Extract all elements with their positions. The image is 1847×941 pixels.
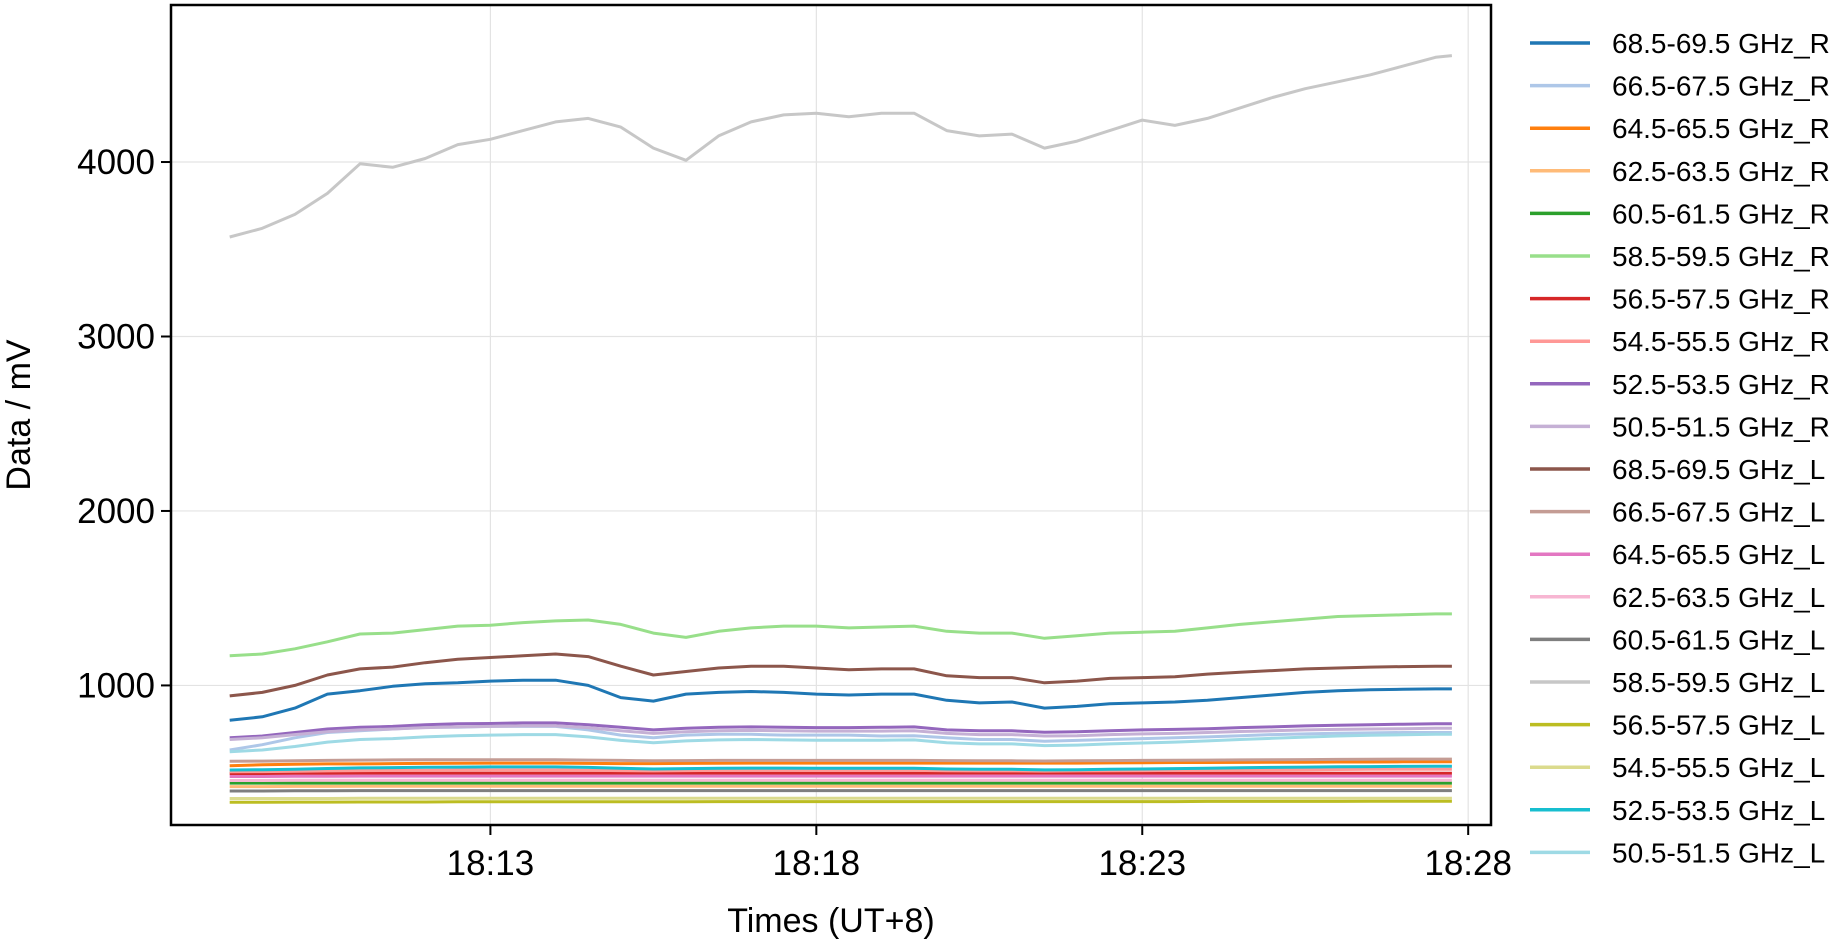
series-line bbox=[229, 721, 1452, 740]
legend-label: 62.5-63.5 GHz_R bbox=[1612, 156, 1830, 187]
legend-label: 68.5-69.5 GHz_R bbox=[1612, 28, 1830, 59]
series-line bbox=[229, 767, 1452, 774]
series-line bbox=[229, 724, 1452, 741]
legend-label: 50.5-51.5 GHz_L bbox=[1612, 837, 1825, 868]
legend-label: 60.5-61.5 GHz_R bbox=[1612, 198, 1830, 229]
y-axis-ticks: 1000 2000 3000 4000 bbox=[77, 143, 171, 705]
series-line bbox=[229, 799, 1452, 804]
x-tick-label: 18:28 bbox=[1424, 844, 1512, 883]
legend-label: 58.5-59.5 GHz_R bbox=[1612, 241, 1830, 272]
grid-lines bbox=[171, 5, 1491, 825]
y-tick-label: 3000 bbox=[77, 317, 155, 356]
series-line bbox=[229, 678, 1452, 722]
y-tick-label: 4000 bbox=[77, 143, 155, 182]
legend-label: 64.5-65.5 GHz_R bbox=[1612, 113, 1830, 144]
y-axis-label: Data / mV bbox=[0, 339, 38, 490]
x-axis-ticks: 18:13 18:18 18:23 18:28 bbox=[447, 825, 1512, 883]
series-line bbox=[229, 760, 1452, 768]
y-tick-label: 2000 bbox=[77, 492, 155, 531]
legend: 68.5-69.5 GHz_R 66.5-67.5 GHz_R 64.5-65.5 … bbox=[1530, 28, 1830, 868]
legend-label: 62.5-63.5 GHz_L bbox=[1612, 582, 1825, 613]
series-lines bbox=[229, 54, 1453, 804]
legend-label: 54.5-55.5 GHz_L bbox=[1612, 752, 1825, 783]
series-line bbox=[229, 54, 1453, 239]
legend-label: 64.5-65.5 GHz_L bbox=[1612, 539, 1825, 570]
legend-label: 56.5-57.5 GHz_L bbox=[1612, 710, 1825, 741]
series-line bbox=[229, 732, 1452, 754]
series-line bbox=[229, 757, 1452, 763]
legend-label: 56.5-57.5 GHz_R bbox=[1612, 284, 1830, 315]
y-tick-label: 1000 bbox=[77, 666, 155, 705]
x-tick-label: 18:13 bbox=[447, 844, 535, 883]
series-line bbox=[229, 652, 1452, 698]
x-axis-label: Times (UT+8) bbox=[727, 902, 934, 940]
legend-label: 68.5-69.5 GHz_L bbox=[1612, 454, 1825, 485]
plot-frame bbox=[169, 3, 1493, 827]
legend-label: 52.5-53.5 GHz_L bbox=[1612, 795, 1825, 826]
series-line bbox=[229, 612, 1452, 658]
series-line bbox=[229, 764, 1452, 772]
x-tick-label: 18:18 bbox=[773, 844, 861, 883]
x-tick-label: 18:23 bbox=[1098, 844, 1186, 883]
legend-label: 54.5-55.5 GHz_R bbox=[1612, 326, 1830, 357]
legend-label: 66.5-67.5 GHz_L bbox=[1612, 497, 1825, 528]
legend-label: 60.5-61.5 GHz_L bbox=[1612, 624, 1825, 655]
legend-label: 50.5-51.5 GHz_R bbox=[1612, 411, 1830, 442]
legend-label: 58.5-59.5 GHz_L bbox=[1612, 667, 1825, 698]
legend-label: 52.5-53.5 GHz_R bbox=[1612, 369, 1830, 400]
legend-label: 66.5-67.5 GHz_R bbox=[1612, 71, 1830, 102]
